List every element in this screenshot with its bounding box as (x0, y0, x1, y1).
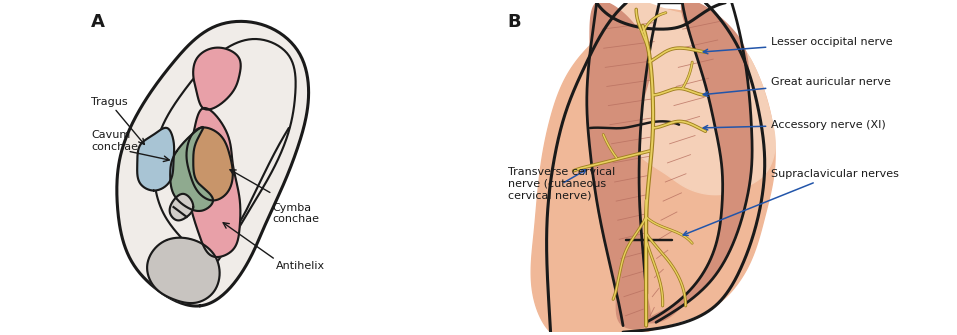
Polygon shape (117, 21, 308, 306)
Polygon shape (645, 0, 752, 323)
Polygon shape (170, 127, 213, 211)
Text: Tragus: Tragus (91, 96, 128, 107)
Text: Supraclavicular nerves: Supraclavicular nerves (683, 169, 900, 236)
Polygon shape (531, 9, 775, 335)
Text: Cavum
conchae: Cavum conchae (91, 130, 138, 152)
Text: Transverse cervical
nerve (cutaneous
cervical nerve): Transverse cervical nerve (cutaneous cer… (508, 168, 615, 201)
Text: Cymba
conchae: Cymba conchae (273, 203, 320, 224)
Polygon shape (137, 128, 174, 191)
Polygon shape (193, 48, 241, 110)
Text: Lesser occipital nerve: Lesser occipital nerve (703, 37, 893, 54)
Polygon shape (587, 1, 651, 329)
Polygon shape (147, 238, 219, 303)
Polygon shape (169, 194, 193, 220)
Text: B: B (508, 13, 522, 31)
Polygon shape (187, 127, 233, 200)
Polygon shape (187, 108, 240, 257)
Text: Accessory nerve (XI): Accessory nerve (XI) (703, 120, 886, 130)
Polygon shape (599, 0, 775, 195)
Text: Great auricular nerve: Great auricular nerve (703, 77, 891, 96)
Text: Antihelix: Antihelix (276, 261, 324, 271)
Text: A: A (91, 13, 105, 31)
